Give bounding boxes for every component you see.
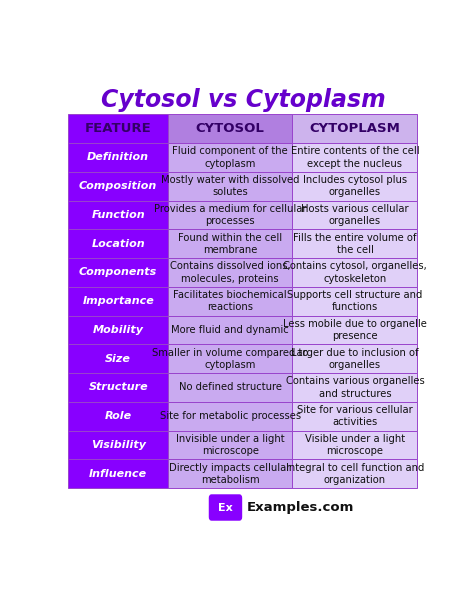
FancyBboxPatch shape	[209, 494, 242, 521]
Text: Found within the cell
membrane: Found within the cell membrane	[178, 233, 282, 255]
Bar	[68, 459, 168, 488]
Bar	[168, 459, 292, 488]
Bar	[168, 287, 292, 316]
Bar	[168, 143, 292, 172]
Bar	[292, 287, 418, 316]
Bar	[68, 430, 168, 459]
Text: Ex: Ex	[218, 503, 233, 513]
Text: Site for metabolic processes: Site for metabolic processes	[160, 411, 301, 422]
Bar	[292, 345, 418, 373]
Bar	[168, 316, 292, 345]
Text: Cytosol vs Cytoplasm: Cytosol vs Cytoplasm	[100, 88, 385, 112]
Text: Mobility: Mobility	[92, 325, 144, 335]
Text: Size: Size	[105, 354, 131, 363]
Bar	[68, 345, 168, 373]
Bar	[68, 172, 168, 201]
Bar	[168, 373, 292, 402]
Text: CYTOSOL: CYTOSOL	[196, 122, 264, 135]
Bar	[68, 229, 168, 258]
Text: Directly impacts cellular
metabolism: Directly impacts cellular metabolism	[170, 462, 291, 485]
Bar	[292, 459, 418, 488]
Text: Supports cell structure and
functions: Supports cell structure and functions	[287, 290, 423, 313]
Text: Influence: Influence	[89, 469, 147, 479]
Bar	[292, 114, 418, 143]
Text: Larger due to inclusion of
organelles: Larger due to inclusion of organelles	[291, 348, 419, 370]
Text: Examples.com: Examples.com	[246, 501, 354, 514]
Text: More fluid and dynamic: More fluid and dynamic	[171, 325, 289, 335]
Text: Definition: Definition	[87, 153, 149, 162]
Text: Location: Location	[91, 239, 145, 249]
Text: Facilitates biochemical
reactions: Facilitates biochemical reactions	[173, 290, 287, 313]
Bar	[168, 114, 292, 143]
Text: Site for various cellular
activities: Site for various cellular activities	[297, 405, 413, 427]
Text: Smaller in volume compared to
cytoplasm: Smaller in volume compared to cytoplasm	[152, 348, 309, 370]
Bar	[168, 172, 292, 201]
Bar	[292, 201, 418, 229]
Text: Hosts various cellular
organelles: Hosts various cellular organelles	[301, 204, 409, 226]
Text: CYTOPLASM: CYTOPLASM	[310, 122, 401, 135]
Bar	[292, 172, 418, 201]
Text: Provides a medium for cellular
processes: Provides a medium for cellular processes	[154, 204, 306, 226]
Bar	[68, 114, 168, 143]
Bar	[292, 316, 418, 345]
Text: Components: Components	[79, 268, 157, 278]
Bar	[168, 402, 292, 430]
Text: Invisible under a light
microscope: Invisible under a light microscope	[176, 434, 284, 456]
Bar	[68, 201, 168, 229]
Text: Fluid component of the
cytoplasm: Fluid component of the cytoplasm	[173, 146, 288, 169]
Bar	[168, 430, 292, 459]
Bar	[292, 258, 418, 287]
Bar	[168, 201, 292, 229]
Text: Less mobile due to organelle
presence: Less mobile due to organelle presence	[283, 319, 427, 341]
Bar	[292, 143, 418, 172]
Bar	[292, 373, 418, 402]
Bar	[168, 345, 292, 373]
Bar	[292, 430, 418, 459]
Text: Visibility: Visibility	[91, 440, 146, 450]
Text: Mostly water with dissolved
solutes: Mostly water with dissolved solutes	[161, 175, 300, 197]
Bar	[292, 402, 418, 430]
Bar	[292, 229, 418, 258]
Text: Includes cytosol plus
organelles: Includes cytosol plus organelles	[303, 175, 407, 197]
Text: Contains dissolved ions,
molecules, proteins: Contains dissolved ions, molecules, prot…	[170, 261, 291, 284]
Bar	[68, 287, 168, 316]
Bar	[168, 258, 292, 287]
Bar	[68, 402, 168, 430]
Bar	[168, 229, 292, 258]
Text: Function: Function	[91, 210, 145, 220]
Text: Contains various organelles
and structures: Contains various organelles and structur…	[285, 377, 424, 398]
Text: Contains cytosol, organelles,
cytoskeleton: Contains cytosol, organelles, cytoskelet…	[283, 261, 427, 284]
Text: Structure: Structure	[88, 382, 148, 392]
Text: Role: Role	[105, 411, 132, 422]
Text: Integral to cell function and
organization: Integral to cell function and organizati…	[286, 462, 424, 485]
Bar	[68, 258, 168, 287]
Text: Composition: Composition	[79, 181, 157, 191]
Bar	[68, 316, 168, 345]
Text: Fills the entire volume of
the cell: Fills the entire volume of the cell	[293, 233, 417, 255]
Bar	[68, 373, 168, 402]
Text: Importance: Importance	[82, 296, 154, 306]
Text: Entire contents of the cell
except the nucleus: Entire contents of the cell except the n…	[291, 146, 419, 169]
Text: Visible under a light
microscope: Visible under a light microscope	[305, 434, 405, 456]
Text: FEATURE: FEATURE	[85, 122, 152, 135]
Bar	[68, 143, 168, 172]
Text: No defined structure: No defined structure	[179, 382, 282, 392]
